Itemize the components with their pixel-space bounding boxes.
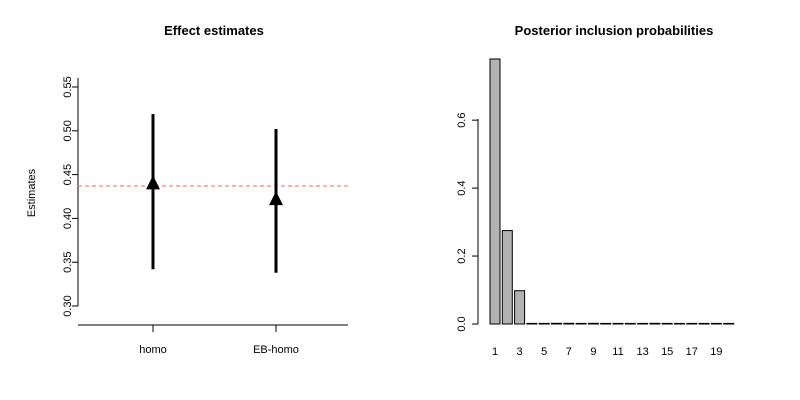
y-tick-label: 0.40 — [62, 208, 74, 229]
x-tick-label: 7 — [566, 346, 572, 358]
x-tick-label: 3 — [517, 346, 523, 358]
bar — [698, 322, 710, 325]
bar — [637, 322, 649, 325]
estimate-point — [146, 175, 160, 190]
y-tick-label: 0.45 — [62, 164, 74, 185]
chart-title: Effect estimates — [164, 23, 264, 38]
bar — [624, 322, 636, 325]
y-tick-label: 0.55 — [62, 76, 74, 97]
bar — [649, 322, 661, 325]
y-tick-label: 0.50 — [62, 120, 74, 141]
y-tick-label: 0.35 — [62, 251, 74, 272]
y-tick-label: 0.4 — [456, 180, 468, 195]
bar — [710, 322, 722, 325]
x-tick-label: homo — [139, 344, 167, 356]
bar — [538, 322, 550, 325]
x-tick-label: 5 — [541, 346, 547, 358]
y-tick-label: 0.30 — [62, 295, 74, 316]
bar — [563, 322, 575, 325]
effect-estimates-panel: Effect estimates Estimates 0.30 0.35 0.40 0… — [26, 23, 348, 356]
bar — [526, 322, 538, 325]
y-tick-label: 0.6 — [456, 113, 468, 128]
x-tick-label: 17 — [686, 346, 698, 358]
posterior-inclusion-panel: Posterior inclusion probabilities 0.0 0.2… — [456, 23, 735, 358]
bar — [501, 230, 513, 325]
x-tick-label: 13 — [636, 346, 648, 358]
chart-title: Posterior inclusion probabilities — [515, 23, 714, 38]
x-tick-label: 15 — [661, 346, 673, 358]
bar — [612, 322, 624, 325]
bar — [600, 322, 612, 325]
y-axis-label: Estimates — [26, 168, 38, 217]
x-tick-label: 1 — [492, 346, 498, 358]
bar — [551, 322, 562, 325]
x-tick-label: 11 — [612, 346, 623, 358]
bar — [674, 322, 685, 325]
y-tick-label: 0.2 — [456, 248, 468, 263]
bar — [489, 58, 501, 325]
bar — [575, 322, 587, 325]
bar — [514, 290, 526, 325]
x-tick-label: EB-homo — [253, 344, 299, 356]
bar — [661, 322, 673, 325]
bar — [686, 322, 698, 325]
estimate-point — [269, 191, 283, 206]
x-tick-label: 9 — [590, 346, 596, 358]
bar — [723, 322, 735, 325]
bar — [587, 322, 599, 325]
x-tick-label: 19 — [710, 346, 722, 358]
y-tick-label: 0.0 — [456, 316, 468, 331]
